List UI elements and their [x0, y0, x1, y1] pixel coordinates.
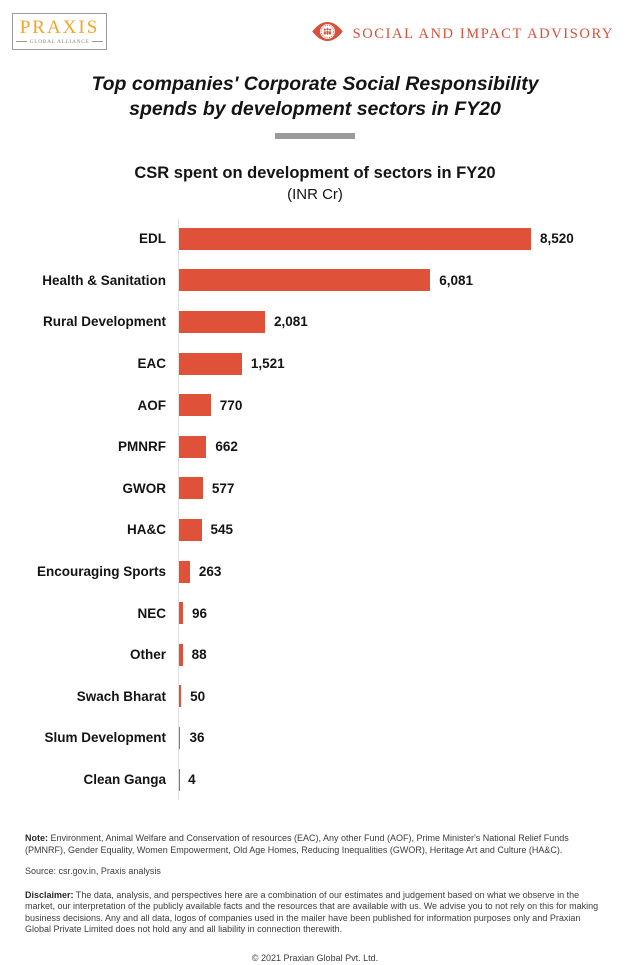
category-label: AOF — [137, 397, 167, 413]
logo-rule-right — [92, 41, 104, 42]
bar-row: Swach Bharat 50 — [0, 675, 630, 718]
bar-value: 2,081 — [273, 314, 308, 330]
bar — [179, 435, 207, 458]
praxis-logo-name: PRAXIS — [19, 16, 100, 38]
bar-row: Clean Ganga 4 — [0, 758, 630, 801]
bar — [179, 560, 190, 583]
bar-track: 4 — [178, 758, 630, 801]
bar-chart: EDL 8,520 Health & Sanitation 6,081 Rural De… — [0, 218, 630, 801]
bar-track: 577 — [178, 467, 630, 510]
bar-row: Slum Development 36 — [0, 717, 630, 759]
advisory-label: SOCIAL AND IMPACT ADVISORY — [352, 25, 614, 42]
bar-row: Other 88 — [0, 633, 630, 676]
bar-row: PMNRF 662 — [0, 425, 630, 468]
praxis-logo: PRAXIS GLOBAL ALLIANCE — [12, 13, 107, 50]
bar — [179, 477, 203, 500]
bar-value: 88 — [191, 647, 207, 663]
bar-value: 96 — [191, 605, 207, 621]
bar-value: 263 — [198, 564, 222, 580]
category-label: Clean Ganga — [83, 772, 166, 788]
bar-value: 662 — [215, 439, 238, 455]
copyright-text: © 2021 Praxian Global Pvt. Ltd. — [251, 952, 379, 963]
bar-track: 263 — [178, 550, 630, 593]
category-label: PMNRF — [118, 439, 166, 455]
note-text: Note: Environment, Animal Welfare and Co… — [25, 833, 605, 856]
bar-value: 4 — [188, 772, 196, 788]
category-label: NEC — [137, 605, 166, 621]
category-label: HA&C — [127, 522, 166, 538]
bar-track: 770 — [178, 384, 630, 426]
bar-value: 577 — [211, 480, 235, 496]
page-title-line1: Top companies' Corporate Social Responsi… — [91, 73, 539, 95]
bar-track: 96 — [178, 592, 630, 634]
bar-track: 50 — [178, 675, 630, 718]
bar-track: 662 — [178, 425, 630, 468]
page-title: Top companies' Corporate Social Responsi… — [0, 72, 630, 122]
bar-track: 8,520 — [178, 218, 630, 260]
disclaimer-body: The data, analysis, and perspectives her… — [25, 889, 599, 935]
bar — [179, 269, 431, 292]
bar-value: 36 — [189, 730, 205, 746]
bar-value: 770 — [219, 397, 243, 413]
chart-title: CSR spent on development of sectors in F… — [134, 164, 496, 182]
bar-row: Rural Development 2,081 — [0, 301, 630, 343]
bar — [179, 643, 183, 666]
bar — [179, 352, 242, 375]
category-label: Encouraging Sports — [36, 564, 166, 580]
bar — [179, 726, 181, 749]
bar-row: HA&C 545 — [0, 509, 630, 551]
bar — [179, 310, 265, 333]
praxis-logo-subtitle: GLOBAL ALLIANCE — [29, 38, 90, 45]
category-label: GWOR — [122, 480, 167, 496]
bar-track: 545 — [178, 509, 630, 551]
source-text: Source: csr.gov.in, Praxis analysis — [25, 866, 161, 877]
bar-value: 1,521 — [250, 356, 285, 372]
disclaimer-text: Disclaimer: The data, analysis, and pers… — [25, 890, 605, 936]
bar-row: Health & Sanitation 6,081 — [0, 259, 630, 302]
category-label: Other — [129, 647, 166, 663]
category-label: EAC — [137, 356, 166, 372]
bar-value: 6,081 — [439, 272, 474, 288]
logo-rule-left — [16, 41, 27, 42]
bar — [179, 518, 202, 541]
bar-track: 2,081 — [178, 301, 630, 343]
title-divider — [275, 133, 355, 139]
bar-row: GWOR 577 — [0, 467, 630, 510]
bar-track: 1,521 — [178, 342, 630, 385]
bar — [179, 602, 183, 625]
bar-row: AOF 770 — [0, 384, 630, 426]
bar-track: 88 — [178, 633, 630, 676]
advisory-brand: SOCIAL AND IMPACT ADVISORY — [311, 20, 614, 48]
praxis-logo-subtitle-row: GLOBAL ALLIANCE — [16, 38, 104, 45]
bar-row: Encouraging Sports 263 — [0, 550, 630, 593]
category-label: Rural Development — [42, 314, 166, 330]
category-label: EDL — [139, 231, 166, 247]
bar — [179, 394, 211, 417]
category-label: Health & Sanitation — [42, 272, 166, 288]
note-label: Note: — [25, 833, 48, 844]
bar — [179, 685, 182, 708]
category-label: Swach Bharat — [76, 688, 166, 704]
eye-icon — [311, 20, 344, 48]
chart-subtitle: (INR Cr) — [287, 186, 343, 203]
bar-value: 545 — [210, 522, 234, 538]
bar-value: 8,520 — [540, 231, 574, 247]
bar-row: EAC 1,521 — [0, 342, 630, 385]
bar-row: NEC 96 — [0, 592, 630, 634]
category-label: Slum Development — [44, 730, 166, 746]
bar-value: 50 — [190, 688, 206, 704]
note-body: Environment, Animal Welfare and Conserva… — [25, 833, 569, 855]
bar-row: EDL 8,520 — [0, 218, 630, 260]
page-title-line2: spends by development sectors in FY20 — [129, 98, 501, 120]
footer: Note: Environment, Animal Welfare and Co… — [0, 833, 630, 963]
header: PRAXIS GLOBAL ALLIANCE — [0, 0, 630, 56]
bar-track: 6,081 — [178, 259, 630, 302]
bar — [179, 227, 531, 250]
bar-track: 36 — [178, 717, 630, 759]
disclaimer-label: Disclaimer: — [25, 889, 74, 900]
